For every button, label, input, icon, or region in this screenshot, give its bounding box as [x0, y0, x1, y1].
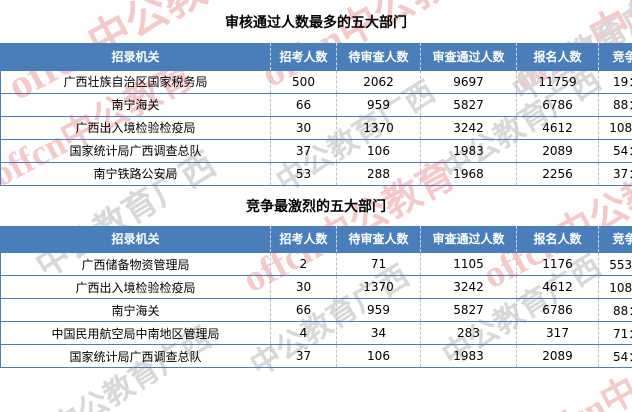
table-row: 广西出入境检验检疫局 30 1370 3242 4612 108：1 [0, 275, 632, 299]
cell-passed-count: 283 [420, 321, 517, 345]
table-header-row: 招录机关 招考人数 待审查人数 审查通过人数 报名人数 竞争比 [0, 43, 632, 70]
cell-applied-count: 11759 [516, 69, 599, 93]
cell-applied-count: 6786 [516, 92, 599, 116]
cell-passed-count: 5827 [420, 298, 517, 322]
cell-hiring-count: 2 [270, 252, 337, 276]
cell-organization: 南宁海关 [0, 298, 271, 322]
cell-passed-count: 5827 [420, 92, 517, 116]
table-row: 广西出入境检验检疫局 30 1370 3242 4612 108：1 [0, 115, 632, 139]
cell-organization: 国家统计局广西调查总队 [0, 344, 271, 368]
cell-pending-count: 288 [336, 161, 421, 186]
cell-organization: 广西出入境检验检疫局 [0, 275, 271, 299]
table-row: 广西壮族自治区国家税务局 500 2062 9697 11759 19：1 [0, 69, 632, 93]
col-header-passed-count: 审查通过人数 [420, 225, 517, 253]
cell-ratio: 19：1 [598, 69, 632, 93]
table-most-passed: 招录机关 招考人数 待审查人数 审查通过人数 报名人数 竞争比 广西壮族自治区国… [0, 43, 632, 186]
cell-applied-count: 4612 [516, 115, 599, 139]
cell-organization: 广西储备物资管理局 [0, 252, 271, 276]
section-most-competitive: 竞争最激烈的五大部门 招录机关 招考人数 待审查人数 审查通过人数 报名人数 竞… [0, 186, 632, 368]
table-header-row: 招录机关 招考人数 待审查人数 审查通过人数 报名人数 竞争比 [0, 225, 632, 253]
cell-ratio: 88：1 [598, 92, 632, 116]
table-row: 南宁铁路公安局 53 288 1968 2256 37：1 [0, 161, 632, 186]
table-row: 中国民用航空局中南地区管理局 4 34 283 317 71：1 [0, 321, 632, 345]
cell-organization: 中国民用航空局中南地区管理局 [0, 321, 271, 345]
col-header-organization: 招录机关 [0, 43, 271, 70]
cell-organization: 南宁铁路公安局 [0, 161, 271, 186]
cell-applied-count: 2089 [516, 344, 599, 368]
cell-ratio: 108：1 [598, 115, 632, 139]
cell-passed-count: 1105 [420, 252, 517, 276]
section-title-bottom: 竞争最激烈的五大部门 [246, 198, 386, 215]
cell-pending-count: 71 [336, 252, 421, 276]
cell-passed-count: 1968 [420, 161, 517, 186]
col-header-passed-count: 审查通过人数 [420, 43, 517, 70]
cell-ratio: 108：1 [598, 275, 632, 299]
table-most-competitive: 招录机关 招考人数 待审查人数 审查通过人数 报名人数 竞争比 广西储备物资管理… [0, 225, 632, 368]
cell-hiring-count: 53 [270, 161, 337, 186]
cell-hiring-count: 500 [270, 69, 337, 93]
cell-organization: 国家统计局广西调查总队 [0, 138, 271, 162]
col-header-ratio: 竞争比 [598, 43, 632, 70]
cell-applied-count: 6786 [516, 298, 599, 322]
page-content: 审核通过人数最多的五大部门 招录机关 招考人数 待审查人数 审查通过人数 报名人… [0, 0, 632, 368]
table-row: 南宁海关 66 959 5827 6786 88：1 [0, 298, 632, 322]
cell-pending-count: 959 [336, 298, 421, 322]
cell-passed-count: 3242 [420, 275, 517, 299]
cell-passed-count: 9697 [420, 69, 517, 93]
cell-ratio: 37：1 [598, 161, 632, 186]
cell-hiring-count: 37 [270, 344, 337, 368]
cell-ratio: 553：1 [598, 252, 632, 276]
cell-pending-count: 2062 [336, 69, 421, 93]
table-row: 国家统计局广西调查总队 37 106 1983 2089 54：1 [0, 138, 632, 162]
cell-pending-count: 106 [336, 138, 421, 162]
cell-pending-count: 1370 [336, 115, 421, 139]
cell-organization: 南宁海关 [0, 92, 271, 116]
cell-passed-count: 1983 [420, 138, 517, 162]
table-row: 广西储备物资管理局 2 71 1105 1176 553：1 [0, 252, 632, 276]
col-header-applied-count: 报名人数 [516, 43, 599, 70]
col-header-organization: 招录机关 [0, 225, 271, 253]
cell-pending-count: 34 [336, 321, 421, 345]
cell-hiring-count: 66 [270, 92, 337, 116]
cell-organization: 广西出入境检验检疫局 [0, 115, 271, 139]
cell-hiring-count: 4 [270, 321, 337, 345]
cell-hiring-count: 30 [270, 275, 337, 299]
cell-pending-count: 1370 [336, 275, 421, 299]
section-top-passed: 审核通过人数最多的五大部门 招录机关 招考人数 待审查人数 审查通过人数 报名人… [0, 0, 632, 186]
cell-ratio: 54：1 [598, 344, 632, 368]
table-row: 南宁海关 66 959 5827 6786 88：1 [0, 92, 632, 116]
cell-pending-count: 106 [336, 344, 421, 368]
col-header-applied-count: 报名人数 [516, 225, 599, 253]
cell-passed-count: 1983 [420, 344, 517, 368]
cell-organization: 广西壮族自治区国家税务局 [0, 69, 271, 93]
table-row: 国家统计局广西调查总队 37 106 1983 2089 54：1 [0, 344, 632, 368]
cell-applied-count: 1176 [516, 252, 599, 276]
cell-applied-count: 4612 [516, 275, 599, 299]
cell-hiring-count: 37 [270, 138, 337, 162]
cell-applied-count: 317 [516, 321, 599, 345]
cell-passed-count: 3242 [420, 115, 517, 139]
cell-hiring-count: 66 [270, 298, 337, 322]
col-header-ratio: 竞争比 [598, 225, 632, 253]
cell-pending-count: 959 [336, 92, 421, 116]
col-header-pending-count: 待审查人数 [336, 43, 421, 70]
cell-hiring-count: 30 [270, 115, 337, 139]
cell-ratio: 71：1 [598, 321, 632, 345]
cell-applied-count: 2089 [516, 138, 599, 162]
col-header-hiring-count: 招考人数 [270, 43, 337, 70]
col-header-hiring-count: 招考人数 [270, 225, 337, 253]
cell-ratio: 88：1 [598, 298, 632, 322]
cell-applied-count: 2256 [516, 161, 599, 186]
section-title-top: 审核通过人数最多的五大部门 [225, 15, 407, 31]
cell-ratio: 54：1 [598, 138, 632, 162]
col-header-pending-count: 待审查人数 [336, 225, 421, 253]
